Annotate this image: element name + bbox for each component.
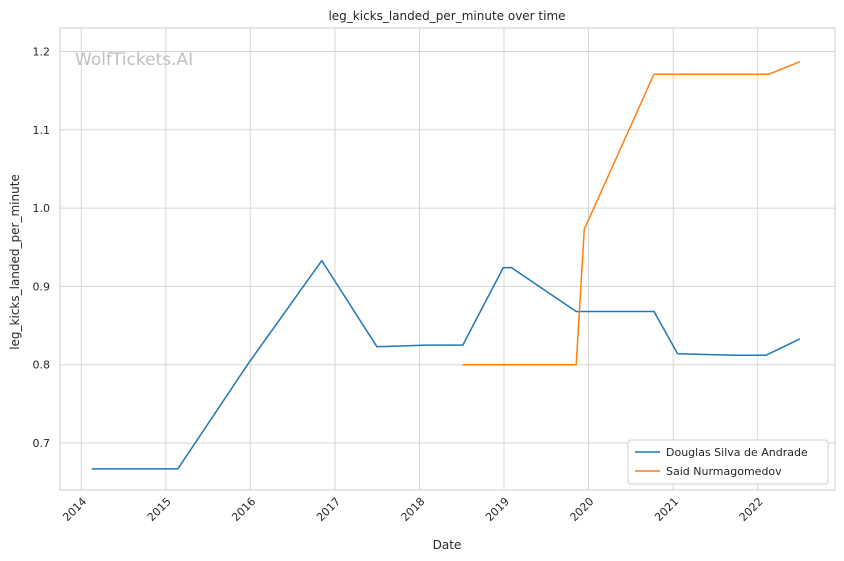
y-tick-label: 1.1 — [33, 124, 51, 137]
y-tick-label: 0.8 — [33, 359, 51, 372]
y-tick-label: 1.2 — [33, 45, 51, 58]
x-tick-label: 2019 — [483, 495, 512, 524]
plot-area — [60, 28, 835, 490]
x-tick-label: 2020 — [568, 495, 597, 524]
x-tick-label: 2014 — [60, 495, 89, 524]
series-line-said-nurmagomedov — [462, 61, 801, 366]
x-tick-label: 2015 — [145, 495, 174, 524]
y-tick-labels: 0.7 0.8 0.9 1.0 1.1 1.2 — [33, 45, 51, 450]
x-tick-label: 2018 — [399, 495, 428, 524]
legend: Douglas Silva de Andrade Said Nurmagomed… — [627, 439, 829, 485]
legend-box — [627, 439, 829, 485]
x-tick-label: 2021 — [652, 495, 681, 524]
y-tick-label: 1.0 — [33, 202, 51, 215]
x-axis-title: Date — [433, 538, 462, 552]
series-lines — [91, 61, 801, 470]
series-line-douglas-silva-de-andrade — [91, 259, 801, 470]
legend-label-douglas: Douglas Silva de Andrade — [666, 446, 808, 459]
x-tick-labels: 2014 2015 2016 2017 2018 2019 2020 2021 2022 — [60, 495, 765, 524]
y-tick-label: 0.7 — [33, 437, 51, 450]
x-tick-label: 2016 — [229, 495, 258, 524]
y-axis-title: leg_kicks_landed_per_minute — [8, 174, 22, 350]
chart-title: leg_kicks_landed_per_minute over time — [328, 9, 565, 23]
x-tick-label: 2022 — [737, 495, 766, 524]
watermark: WolfTickets.AI — [75, 50, 193, 70]
plot-frame — [59, 27, 836, 491]
x-tick-label: 2017 — [314, 495, 343, 524]
legend-label-said: Said Nurmagomedov — [666, 465, 782, 478]
y-tick-label: 0.9 — [33, 280, 51, 293]
